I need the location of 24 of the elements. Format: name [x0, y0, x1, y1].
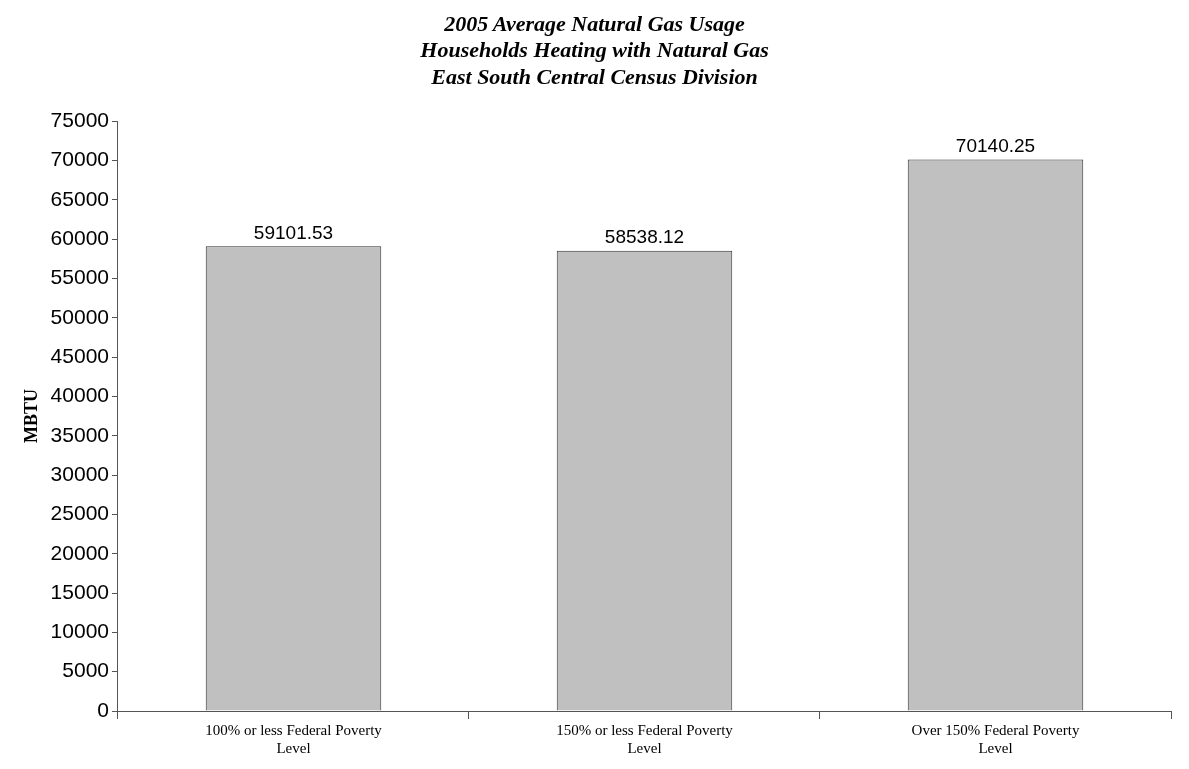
y-tick-label: 15000: [50, 579, 109, 603]
y-tick-label: 55000: [50, 265, 109, 289]
y-tick-label: 0: [97, 697, 109, 721]
y-tick-label: 75000: [50, 108, 109, 131]
y-tick-label: 45000: [50, 343, 109, 367]
x-tick-label: Over 150% Federal Poverty Level: [911, 721, 1080, 756]
y-axis-title: MBTU: [21, 389, 42, 444]
y-tick-label: 10000: [50, 619, 109, 643]
y-tick-label: 5000: [62, 658, 109, 682]
y-tick-label: 60000: [50, 225, 109, 249]
data-label: 59101.53: [253, 221, 334, 243]
data-label: 58538.12: [604, 226, 685, 248]
y-tick-label: 40000: [50, 383, 109, 407]
x-tick-label: 150% or less Federal Poverty Level: [556, 721, 734, 756]
y-tick-label: 25000: [50, 501, 109, 525]
y-tick-label: 20000: [50, 540, 109, 564]
x-tick-label: 100% or less Federal Poverty Level: [205, 721, 383, 756]
chart-title: 2005 Average Natural Gas Usage Households Heating with Natural Gas East South Central Census Division: [419, 10, 769, 89]
y-tick-label: 70000: [50, 147, 109, 171]
y-tick-label: 30000: [50, 461, 109, 485]
data-label: 70140.25: [955, 135, 1036, 157]
y-tick-label: 35000: [50, 422, 109, 446]
y-tick-label: 50000: [50, 304, 109, 328]
y-tick-label: 65000: [50, 186, 109, 210]
